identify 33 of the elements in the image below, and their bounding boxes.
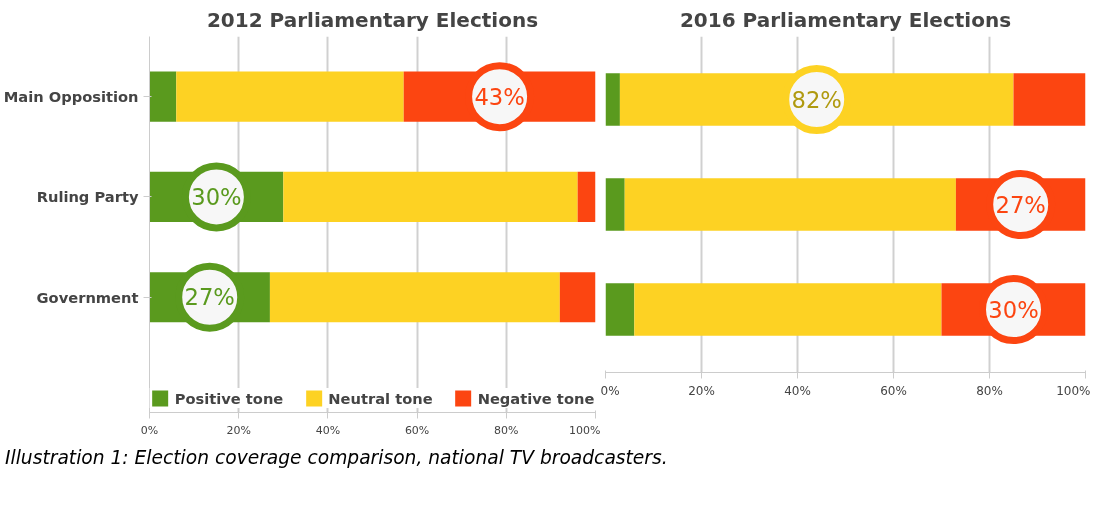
x-tick-label: 60% bbox=[880, 383, 907, 398]
data-label: 82% bbox=[791, 86, 842, 113]
y-tick-label: Ruling Party bbox=[36, 188, 139, 206]
legend-label: Neutral tone bbox=[328, 389, 433, 407]
x-tick-label: 100% bbox=[569, 423, 601, 437]
data-label: 43% bbox=[474, 83, 525, 110]
bar bbox=[559, 272, 596, 323]
text: Illustration 1: Election coverage comparison, national TV broadcasters. bbox=[5, 446, 668, 470]
x-tick-label: 20% bbox=[688, 383, 715, 398]
data-label: 27% bbox=[184, 284, 235, 311]
x-tick-label: 0% bbox=[600, 383, 620, 398]
bar bbox=[149, 71, 177, 122]
x-tick-label: 80% bbox=[976, 383, 1003, 398]
bar bbox=[269, 272, 560, 323]
x-tick-label: 0% bbox=[140, 423, 159, 437]
data-label: 27% bbox=[995, 191, 1046, 218]
y-tick-label: Main Opposition bbox=[3, 88, 139, 106]
chart-title: 2016 Parliamentary Elections bbox=[679, 7, 1012, 32]
data-label: 30% bbox=[988, 296, 1039, 323]
chart-title: 2012 Parliamentary Elections bbox=[206, 7, 539, 32]
y-tick-label: Government bbox=[36, 288, 139, 306]
bar bbox=[176, 71, 404, 122]
x-tick-label: 40% bbox=[315, 423, 341, 437]
bar bbox=[283, 171, 578, 222]
x-tick-label: 100% bbox=[1056, 383, 1091, 398]
x-tick-label: 60% bbox=[404, 423, 430, 437]
x-tick-label: 20% bbox=[226, 423, 251, 437]
data-label: 30% bbox=[191, 183, 242, 210]
x-tick-label: 80% bbox=[494, 423, 519, 437]
legend-label: Positive tone bbox=[174, 389, 284, 407]
legend-label: Negative tone bbox=[477, 389, 595, 407]
bar bbox=[577, 171, 596, 222]
x-tick-label: 40% bbox=[784, 383, 811, 398]
